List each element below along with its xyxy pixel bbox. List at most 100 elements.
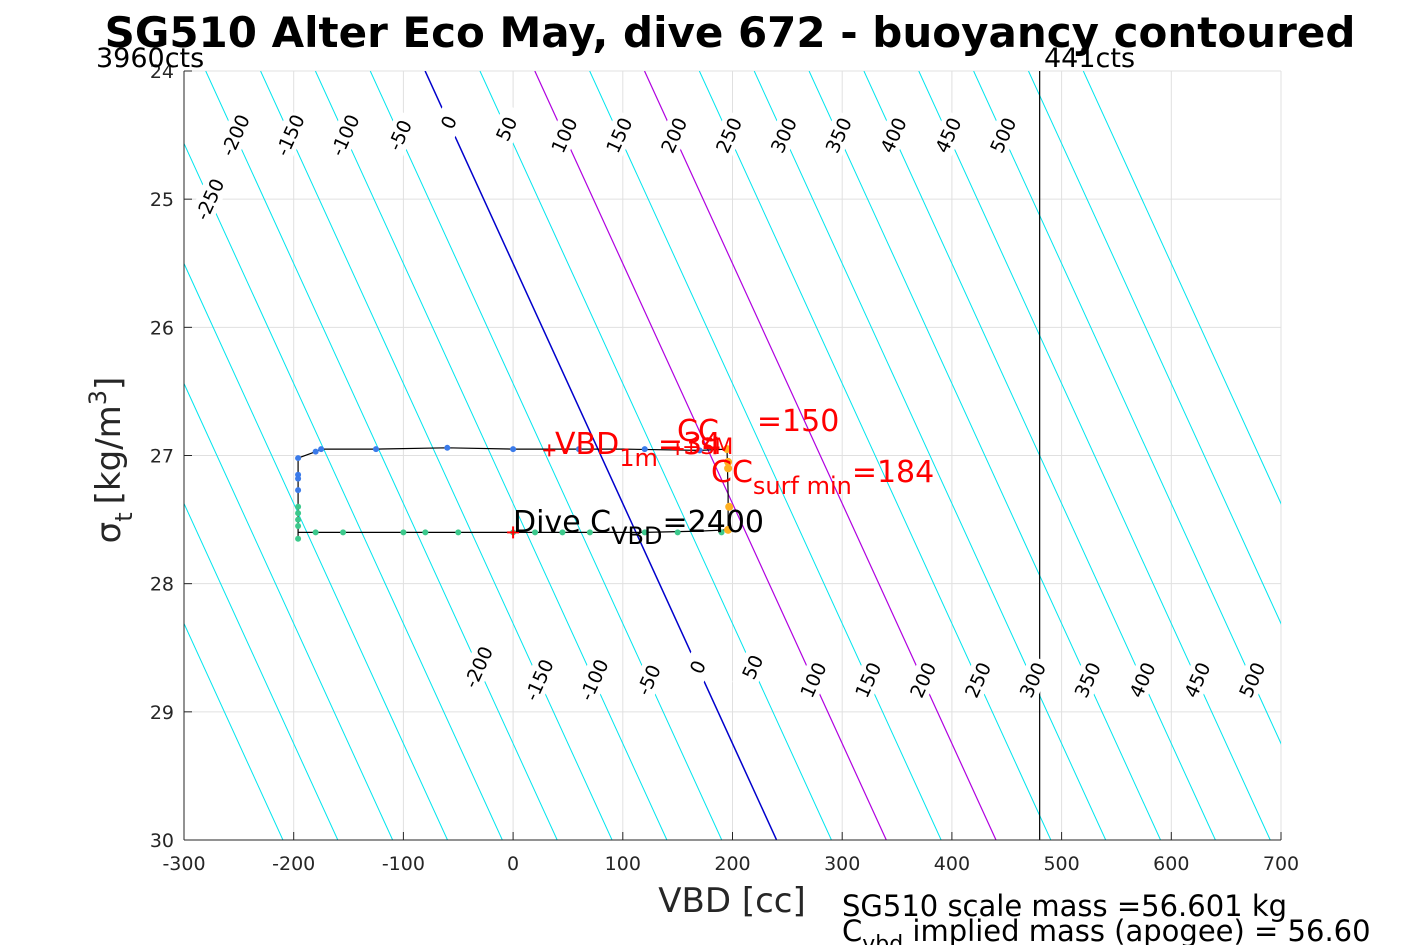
y-axis-label-units: [kg/m	[89, 405, 129, 504]
climb-point	[295, 510, 302, 517]
contour-label-top-bg	[544, 110, 585, 161]
y-tick-label: 26	[150, 317, 174, 339]
x-tick-label: 0	[507, 853, 519, 875]
contour-label-bottom-bg	[1067, 654, 1108, 705]
y-tick-label: 27	[150, 446, 174, 468]
dive-cvbd-main: Dive C	[513, 505, 611, 540]
contour-line	[534, 71, 887, 840]
contour-line	[369, 71, 723, 840]
dive-point	[312, 448, 319, 455]
contour-line	[753, 71, 1107, 840]
y-axis-label-close: ]	[89, 377, 129, 390]
climb-point	[455, 529, 462, 536]
contour-label-top-bg	[269, 110, 310, 161]
x-tick-label: -100	[382, 853, 425, 875]
contour-line	[479, 71, 832, 840]
contour-line	[205, 71, 558, 840]
y-tick-label: 29	[150, 702, 174, 724]
dive-point	[696, 447, 703, 454]
climb-point	[559, 529, 566, 536]
climb-point	[400, 529, 407, 536]
contour-label-top-bg	[982, 110, 1023, 161]
vbd-1m-sub: 1m	[619, 444, 658, 472]
contour-label-bottom-bg	[847, 654, 888, 705]
sm-overlap-annotation: +SM	[682, 435, 733, 460]
cc-main: CC	[677, 414, 719, 449]
grid-lines	[183, 70, 1282, 841]
x-tick-label: 600	[1153, 853, 1189, 875]
contour-label-top-bg	[873, 110, 914, 161]
surface-point	[725, 502, 734, 511]
cts-left-label: 3960cts	[96, 43, 204, 74]
contour-line	[698, 71, 1052, 840]
contour-label-top-bg	[598, 110, 640, 161]
cc-annotation: CC =150	[677, 404, 839, 449]
contour-line	[424, 71, 778, 840]
contour-line	[589, 71, 942, 840]
cc-surf-min-annotation: CCsurf min=184	[711, 455, 934, 500]
climb-point	[422, 529, 429, 536]
dive-point	[295, 475, 302, 482]
vbd-1m-main: VBD	[555, 427, 619, 462]
x-tick-label: -200	[272, 853, 315, 875]
footer-implied-mass: Cvbd implied mass (apogee) = 56.60	[842, 914, 1371, 945]
surface-point	[723, 445, 732, 454]
dive-point	[295, 487, 302, 494]
contour-label-top-bg	[379, 110, 420, 161]
contour-line	[1082, 71, 1281, 505]
contour-label-bottom-bg	[1176, 654, 1218, 705]
surface-point	[724, 464, 733, 473]
surface-point	[724, 457, 733, 466]
dive-cvbd-sub: VBD	[611, 522, 662, 550]
x-tick-label: -300	[162, 853, 205, 875]
x-axis-label: VBD [cc]	[658, 881, 806, 921]
contour-label-bottom-bg	[1122, 654, 1163, 705]
contour-label-bottom-bg	[957, 654, 998, 705]
footer-cvbd-main: C	[842, 914, 862, 945]
climb-point	[718, 529, 725, 536]
climb-point	[295, 503, 302, 510]
contour-label-bottom-bg	[458, 641, 499, 692]
cc-surf-main: CC	[711, 455, 753, 490]
x-tick-label: 700	[1263, 853, 1299, 875]
contour-label-top-bg	[708, 110, 749, 161]
footer-scale-mass: SG510 scale mass =56.601 kg	[842, 889, 1287, 923]
contour-label-bottom-bg	[793, 654, 834, 705]
climb-point	[532, 529, 539, 536]
surface-point	[724, 525, 733, 534]
contour-label-bottom-bg	[902, 654, 943, 705]
contour-label-top-bg	[653, 110, 694, 161]
contour-line	[184, 382, 394, 840]
dive-point	[575, 446, 582, 453]
contour-line	[973, 71, 1281, 745]
dive-trace	[295, 71, 1041, 840]
climb-point	[674, 529, 681, 536]
contour-line	[1028, 71, 1281, 625]
y-tick-label: 28	[150, 574, 174, 596]
footer-implied-rest: implied mass (apogee) = 56.60	[903, 914, 1370, 945]
y-axis-label-sub: t	[110, 512, 138, 521]
cc-surf-value: =184	[852, 455, 934, 490]
x-tick-label: 200	[714, 853, 750, 875]
climb-point	[295, 522, 302, 529]
dive-point	[372, 446, 379, 453]
x-tick-label: 300	[824, 853, 860, 875]
contour-label-top-bg	[214, 110, 256, 161]
contour-label-top-bg	[189, 174, 230, 225]
vbd-1m-value: =34	[658, 427, 721, 462]
contour-line	[918, 71, 1271, 840]
y-tick-label: 30	[150, 830, 174, 852]
climb-point	[586, 529, 593, 536]
contour-labels: -250-200 -150 -100 -50 0 50 100 150 200 250 300 350…	[189, 97, 1272, 705]
y-tick-label: 24	[150, 61, 174, 83]
contour-label-bottom-bg	[628, 654, 669, 705]
x-tick-label: 400	[934, 853, 970, 875]
axis-ticks: -300 -200 -100 0 100 200 300 400 500 600 700 24 25 26…	[150, 61, 1299, 875]
contour-label-top-bg	[763, 110, 804, 161]
contour-label-bottom-bg	[1231, 654, 1272, 705]
contour-line	[184, 262, 448, 840]
dive-cvbd-value: =2400	[663, 505, 764, 540]
y-axis-label: σt [kg/m3]	[84, 377, 138, 544]
contour-label-bottom-bg	[732, 641, 773, 692]
